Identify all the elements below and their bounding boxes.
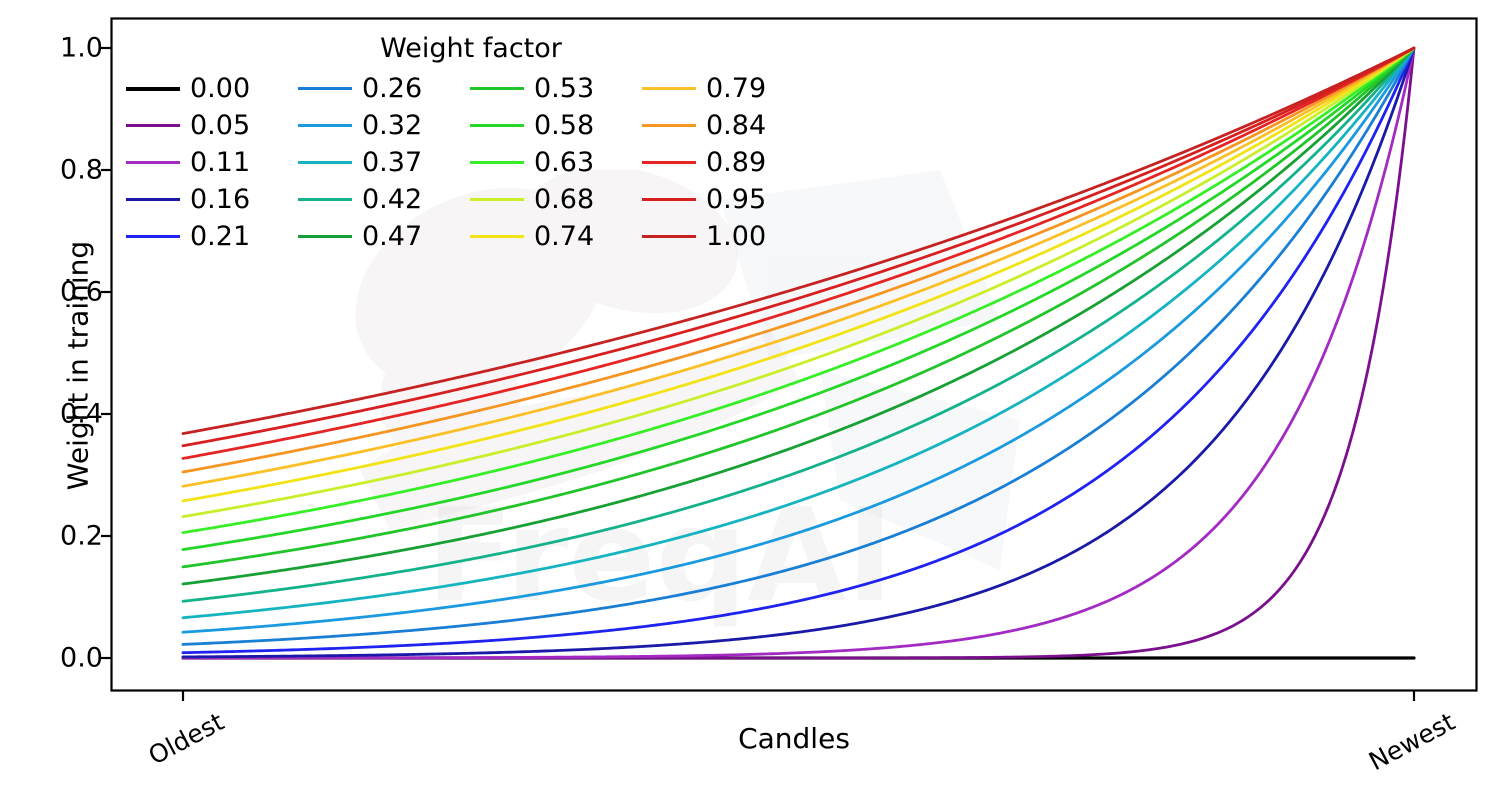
legend-color-swatch [470, 161, 524, 164]
legend-label: 0.68 [534, 184, 595, 215]
legend-entry[interactable]: 0.16 [126, 181, 298, 218]
figure-canvas: FreqAI 0.0 0.2 0.4 0.6 0.8 1.0 Oldest Ne… [60, 17, 1478, 777]
series-line [181, 46, 1416, 634]
legend-entry[interactable]: 0.26 [298, 70, 470, 107]
legend-color-swatch [642, 124, 696, 127]
y-tick-label: 1.0 [60, 32, 103, 64]
series-line [181, 46, 1416, 586]
legend-label: 0.32 [362, 110, 423, 141]
series-line [181, 46, 1416, 535]
legend-label: 0.05 [190, 110, 251, 141]
series-line [181, 46, 1416, 503]
y-tick-label: 0.0 [60, 642, 103, 674]
legend-color-swatch [470, 198, 524, 201]
legend-entry[interactable]: 0.58 [470, 107, 642, 144]
legend-color-swatch [298, 198, 352, 201]
legend-label: 0.74 [534, 221, 595, 252]
legend-entry[interactable]: 0.47 [298, 218, 470, 255]
legend-entry[interactable]: 0.37 [298, 144, 470, 181]
legend-label: 1.00 [706, 221, 767, 252]
legend-label: 0.00 [190, 73, 251, 104]
legend-color-swatch [470, 124, 524, 127]
data-curves [181, 46, 1416, 660]
series-line [181, 46, 1416, 660]
legend-entry[interactable]: 0.05 [126, 107, 298, 144]
legend-color-swatch [126, 124, 180, 127]
series-line [181, 46, 1416, 620]
legend-label: 0.42 [362, 184, 423, 215]
legend-label: 0.11 [190, 147, 251, 178]
legend-color-swatch [298, 235, 352, 238]
legend-entry[interactable]: 0.95 [642, 181, 814, 218]
legend-color-swatch [470, 87, 524, 90]
series-line [181, 46, 1416, 603]
plot-area [101, 17, 1478, 701]
legend-color-swatch [298, 87, 352, 90]
legend-label: 0.89 [706, 147, 767, 178]
legend-entry[interactable]: 0.63 [470, 144, 642, 181]
axes-frame [110, 17, 1478, 692]
legend-label: 0.37 [362, 147, 423, 178]
legend-label: 0.95 [706, 184, 767, 215]
series-line [181, 46, 1416, 659]
legend-color-swatch [642, 235, 696, 238]
legend-entry[interactable]: 0.84 [642, 107, 814, 144]
legend-color-swatch [126, 161, 180, 164]
legend-label: 0.79 [706, 73, 767, 104]
legend-entry[interactable]: 0.00 [126, 70, 298, 107]
legend-label: 0.84 [706, 110, 767, 141]
legend: Weight factor 0.00 0.05 0.11 0.16 0.21 0.26 0.… [126, 33, 816, 255]
series-line [181, 46, 1416, 460]
legend-entry[interactable]: 0.11 [126, 144, 298, 181]
legend-label: 0.63 [534, 147, 595, 178]
y-tick-label: 0.2 [60, 520, 103, 552]
y-tick-label: 0.6 [60, 276, 103, 308]
legend-entry[interactable]: 0.53 [470, 70, 642, 107]
legend-entry[interactable]: 0.21 [126, 218, 298, 255]
legend-label: 0.53 [534, 73, 595, 104]
y-axis-title: Weight in training [61, 240, 95, 491]
series-line [181, 46, 1416, 435]
legend-label: 0.21 [190, 221, 251, 252]
legend-entries: 0.00 0.05 0.11 0.16 0.21 0.26 0.32 0.37 0.42 0.47… [126, 70, 816, 255]
series-line [181, 46, 1416, 569]
legend-entry[interactable]: 0.68 [470, 181, 642, 218]
legend-color-swatch [126, 86, 180, 91]
legend-label: 0.58 [534, 110, 595, 141]
legend-color-swatch [298, 124, 352, 127]
series-line [181, 46, 1416, 519]
legend-color-swatch [126, 198, 180, 201]
legend-entry[interactable]: 0.42 [298, 181, 470, 218]
legend-color-swatch [642, 161, 696, 164]
series-line [181, 46, 1416, 551]
y-tick-label: 0.8 [60, 154, 103, 186]
legend-label: 0.47 [362, 221, 423, 252]
legend-entry[interactable]: 0.74 [470, 218, 642, 255]
series-line [181, 46, 1416, 655]
y-tick-marks [101, 46, 112, 660]
legend-label: 0.16 [190, 184, 251, 215]
legend-title: Weight factor [380, 33, 562, 64]
legend-entry[interactable]: 0.32 [298, 107, 470, 144]
series-line [181, 46, 1416, 474]
legend-label: 0.26 [362, 73, 423, 104]
legend-color-swatch [126, 235, 180, 238]
x-axis-title: Candles [738, 722, 850, 755]
series-line [181, 46, 1416, 448]
legend-color-swatch [470, 235, 524, 238]
legend-color-swatch [642, 87, 696, 90]
legend-entry[interactable]: 0.79 [642, 70, 814, 107]
x-tick-marks [181, 690, 1416, 701]
legend-entry[interactable]: 1.00 [642, 218, 814, 255]
legend-entry[interactable]: 0.89 [642, 144, 814, 181]
series-line [181, 46, 1416, 488]
legend-color-swatch [642, 198, 696, 201]
series-line [181, 46, 1416, 646]
y-tick-label: 0.4 [60, 398, 103, 430]
legend-color-swatch [298, 161, 352, 164]
